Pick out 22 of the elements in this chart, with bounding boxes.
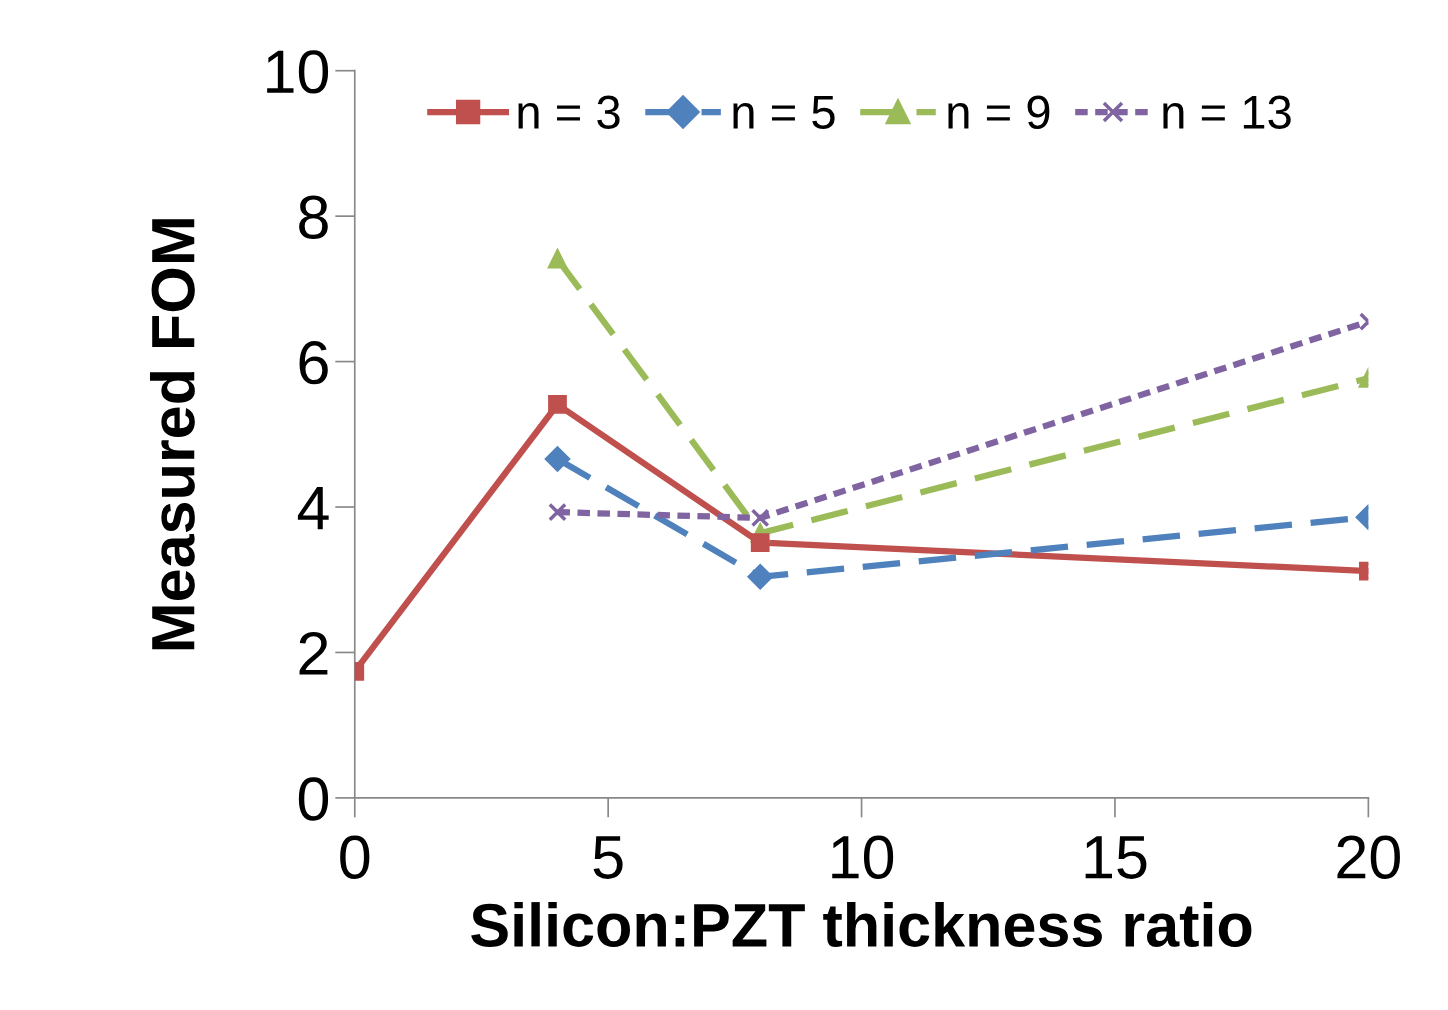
x-tick-label: 0 bbox=[340, 835, 370, 879]
y-axis-title: Measured FOM bbox=[149, 219, 195, 650]
x-tick-label: 5 bbox=[593, 836, 623, 879]
y-tick-label: 4 bbox=[297, 487, 329, 530]
legend-label: n = 3 bbox=[518, 95, 620, 129]
legend-label: n = 13 bbox=[1163, 95, 1291, 129]
y-tick-label: 6 bbox=[299, 341, 328, 385]
point bbox=[544, 446, 571, 472]
point bbox=[547, 247, 568, 269]
x-axis-title: Silicon:PZT thickness ratio bbox=[471, 902, 1252, 947]
legend-label: n = 5 bbox=[733, 96, 835, 129]
x-tick-label: 20 bbox=[1337, 835, 1400, 879]
y-tick-label: 8 bbox=[299, 195, 328, 239]
point bbox=[747, 564, 773, 590]
x-tick-label: 10 bbox=[832, 835, 894, 879]
point bbox=[750, 508, 770, 528]
x-tick-label: 15 bbox=[1085, 836, 1147, 879]
y-tick-label: 0 bbox=[298, 777, 329, 821]
legend-label: n = 9 bbox=[948, 95, 1050, 129]
y-tick-label: 10 bbox=[267, 50, 329, 94]
y-tick-label: 2 bbox=[299, 631, 328, 675]
point bbox=[548, 502, 567, 522]
